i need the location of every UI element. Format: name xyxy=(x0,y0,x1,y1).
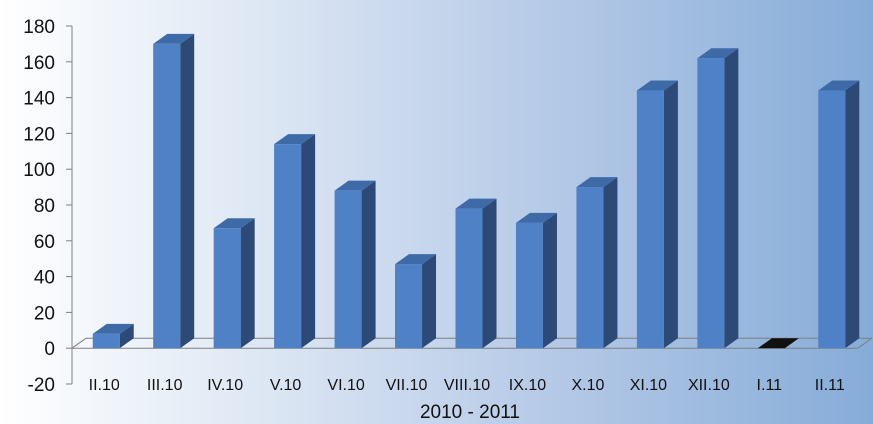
bar-front xyxy=(636,90,664,349)
chart-bars xyxy=(92,33,860,349)
x-category-label: VII.10 xyxy=(386,377,428,394)
x-category-label: II.11 xyxy=(815,377,845,394)
bar-front xyxy=(515,222,543,349)
floor-side-edge xyxy=(857,337,873,349)
bar-side xyxy=(361,180,376,349)
bar-top xyxy=(274,134,316,145)
bar-side xyxy=(240,218,255,349)
x-category-label: VIII.10 xyxy=(444,377,490,394)
bar-IV.10 xyxy=(213,218,255,349)
y-tick-label: 140 xyxy=(23,89,55,110)
bar-top xyxy=(455,198,497,209)
bar-front xyxy=(334,190,362,349)
x-axis-categories: II.10 III.10 IV.10 V.10 VI.10 VII.10 VIII.10 IX… xyxy=(89,377,845,394)
x-category-label: II.10 xyxy=(89,377,120,394)
bar-side xyxy=(119,323,134,349)
bar-top xyxy=(395,254,437,265)
x-category-label: V.10 xyxy=(270,377,302,394)
bar-II.10 xyxy=(92,323,134,349)
bar-II.11 xyxy=(818,80,860,349)
bar-side xyxy=(482,198,497,349)
x-category-label: XI.10 xyxy=(630,377,667,394)
y-tick-label: 160 xyxy=(23,53,55,74)
x-category-label: IV.10 xyxy=(207,377,243,394)
bar-top xyxy=(92,323,134,334)
bar-top xyxy=(334,180,376,191)
bar-side xyxy=(542,212,557,349)
bar-side xyxy=(603,177,618,349)
bar-front xyxy=(697,58,725,349)
bar-top xyxy=(576,177,618,188)
bar-front xyxy=(213,228,241,349)
x-category-label: XII.10 xyxy=(688,377,730,394)
bar-front xyxy=(153,43,181,349)
bar-front xyxy=(274,144,302,349)
y-tick-label: 100 xyxy=(23,160,55,181)
y-tick-label: 80 xyxy=(34,196,55,217)
bar-zero-top xyxy=(757,338,799,349)
bar-III.10 xyxy=(153,33,195,349)
bar-side xyxy=(845,80,860,349)
bar-top xyxy=(153,33,195,44)
x-category-label: IX.10 xyxy=(509,377,546,394)
bar-side xyxy=(301,134,316,349)
bar-side xyxy=(663,80,678,349)
bar-IX.10 xyxy=(515,212,557,349)
y-tick-label: 60 xyxy=(34,232,55,253)
bar-front xyxy=(92,333,120,349)
bar-top xyxy=(818,80,860,91)
bar-top xyxy=(636,80,678,91)
bar-side xyxy=(724,48,739,349)
bar-front xyxy=(455,208,483,349)
bar-front xyxy=(576,187,604,349)
bar-side xyxy=(422,254,437,349)
y-tick-label: 120 xyxy=(23,124,55,145)
y-tick-label: 0 xyxy=(44,339,55,360)
y-tick-label: -20 xyxy=(28,375,55,396)
bar-I.11 xyxy=(757,338,799,349)
x-category-label: III.10 xyxy=(147,377,183,394)
bar-front xyxy=(818,90,846,349)
bar-X.10 xyxy=(576,177,618,349)
bar-top xyxy=(697,48,739,59)
bar-top xyxy=(515,212,557,223)
y-axis-ticks: -20 0 20 40 60 80 100 120 140 160 180 xyxy=(23,17,72,396)
x-axis-label: 2010 - 2011 xyxy=(420,402,520,423)
x-category-label: X.10 xyxy=(571,377,604,394)
bar-side xyxy=(180,33,195,349)
bar-VIII.10 xyxy=(455,198,497,349)
bar-VII.10 xyxy=(395,254,437,349)
bar-front xyxy=(395,264,423,349)
y-tick-label: 180 xyxy=(23,17,55,38)
x-category-label: I.11 xyxy=(757,377,783,394)
bar-XI.10 xyxy=(636,80,678,349)
bar-VI.10 xyxy=(334,180,376,349)
bar-top xyxy=(213,218,255,229)
bar-V.10 xyxy=(274,134,316,349)
bar-XII.10 xyxy=(697,48,739,349)
y-tick-label: 40 xyxy=(34,268,55,289)
y-tick-label: 20 xyxy=(34,303,55,324)
floor-left-edge xyxy=(71,337,87,349)
x-category-label: VI.10 xyxy=(327,377,364,394)
